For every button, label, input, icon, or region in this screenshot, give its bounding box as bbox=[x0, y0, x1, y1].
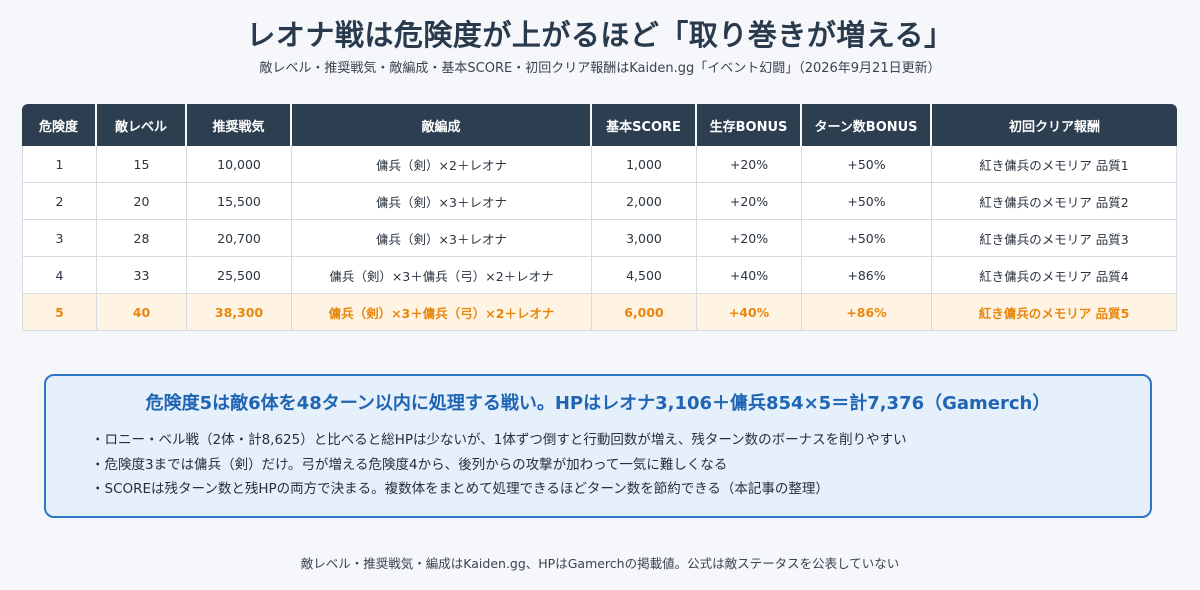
callout-point: ・危険度3までは傭兵（剣）だけ。弓が増える危険度4から、後列からの攻撃が加わって… bbox=[91, 456, 728, 473]
page-title: レオナ戦は危険度が上がるほど「取り巻きが増える」 bbox=[246, 18, 954, 52]
header-enemy-level: 敵レベル bbox=[97, 104, 187, 146]
cell-enemy-level: 20 bbox=[97, 183, 187, 220]
table-row: 2 20 15,500 傭兵（剣）×3＋レオナ 2,000 +20% +50% … bbox=[22, 183, 1177, 220]
header-base-score: 基本SCORE bbox=[592, 104, 697, 146]
cell-danger-level: 1 bbox=[22, 146, 97, 183]
callout-point: ・SCOREは残ターン数と残HPの両方で決まる。複数体をまとめて処理できるほどタ… bbox=[91, 481, 829, 497]
cell-base-score: 6,000 bbox=[592, 294, 697, 331]
cell-enemy-formation: 傭兵（剣）×3＋傭兵（弓）×2＋レオナ bbox=[292, 294, 592, 331]
callout-points: ・ロニー・ベル戦（2体・計8,625）と比べると総HPは少ないが、1体ずつ倒すと… bbox=[91, 428, 907, 502]
header-first-clear-reward: 初回クリア報酬 bbox=[932, 104, 1177, 146]
table-row: 3 28 20,700 傭兵（剣）×3＋レオナ 3,000 +20% +50% … bbox=[22, 220, 1177, 257]
table-row-highlighted: 5 40 38,300 傭兵（剣）×3＋傭兵（弓）×2＋レオナ 6,000 +4… bbox=[22, 294, 1177, 331]
danger-level-table-container: 危険度 敵レベル 推奨戦気 敵編成 基本SCORE 生存BONUS ターン数BO… bbox=[22, 104, 1177, 331]
danger-level-table: 危険度 敵レベル 推奨戦気 敵編成 基本SCORE 生存BONUS ターン数BO… bbox=[22, 104, 1177, 331]
cell-first-clear-reward: 紅き傭兵のメモリア 品質3 bbox=[932, 220, 1177, 257]
cell-enemy-formation: 傭兵（剣）×2＋レオナ bbox=[292, 146, 592, 183]
header-enemy-formation: 敵編成 bbox=[292, 104, 592, 146]
cell-danger-level: 5 bbox=[22, 294, 97, 331]
cell-danger-level: 3 bbox=[22, 220, 97, 257]
cell-survival-bonus: +40% bbox=[697, 257, 802, 294]
cell-first-clear-reward: 紅き傭兵のメモリア 品質1 bbox=[932, 146, 1177, 183]
header-danger-level: 危険度 bbox=[22, 104, 97, 146]
header-recommended-power: 推奨戦気 bbox=[187, 104, 292, 146]
header-survival-bonus: 生存BONUS bbox=[697, 104, 802, 146]
cell-enemy-level: 15 bbox=[97, 146, 187, 183]
cell-enemy-formation: 傭兵（剣）×3＋レオナ bbox=[292, 183, 592, 220]
summary-callout: 危険度5は敵6体を48ターン以内に処理する戦い。HPはレオナ3,106＋傭兵85… bbox=[44, 374, 1152, 518]
cell-recommended-power: 38,300 bbox=[187, 294, 292, 331]
cell-survival-bonus: +40% bbox=[697, 294, 802, 331]
cell-first-clear-reward: 紅き傭兵のメモリア 品質2 bbox=[932, 183, 1177, 220]
cell-danger-level: 2 bbox=[22, 183, 97, 220]
cell-turn-bonus: +50% bbox=[802, 220, 932, 257]
cell-danger-level: 4 bbox=[22, 257, 97, 294]
cell-turn-bonus: +50% bbox=[802, 183, 932, 220]
cell-survival-bonus: +20% bbox=[697, 183, 802, 220]
page-subtitle: 敵レベル・推奨戦気・敵編成・基本SCORE・初回クリア報酬はKaiden.gg「… bbox=[259, 61, 941, 76]
cell-turn-bonus: +86% bbox=[802, 257, 932, 294]
cell-base-score: 4,500 bbox=[592, 257, 697, 294]
cell-enemy-formation: 傭兵（剣）×3＋レオナ bbox=[292, 220, 592, 257]
cell-survival-bonus: +20% bbox=[697, 146, 802, 183]
cell-recommended-power: 25,500 bbox=[187, 257, 292, 294]
cell-base-score: 1,000 bbox=[592, 146, 697, 183]
table-row: 4 33 25,500 傭兵（剣）×3＋傭兵（弓）×2＋レオナ 4,500 +4… bbox=[22, 257, 1177, 294]
table-row: 1 15 10,000 傭兵（剣）×2＋レオナ 1,000 +20% +50% … bbox=[22, 146, 1177, 183]
table-header-row: 危険度 敵レベル 推奨戦気 敵編成 基本SCORE 生存BONUS ターン数BO… bbox=[22, 104, 1177, 146]
cell-turn-bonus: +50% bbox=[802, 146, 932, 183]
cell-recommended-power: 10,000 bbox=[187, 146, 292, 183]
cell-first-clear-reward: 紅き傭兵のメモリア 品質5 bbox=[932, 294, 1177, 331]
source-footnote: 敵レベル・推奨戦気・編成はKaiden.gg、HPはGamerchの掲載値。公式… bbox=[300, 556, 900, 571]
cell-survival-bonus: +20% bbox=[697, 220, 802, 257]
cell-enemy-level: 33 bbox=[97, 257, 187, 294]
cell-enemy-level: 40 bbox=[97, 294, 187, 331]
cell-recommended-power: 20,700 bbox=[187, 220, 292, 257]
header-turn-bonus: ターン数BONUS bbox=[802, 104, 932, 146]
callout-point: ・ロニー・ベル戦（2体・計8,625）と比べると総HPは少ないが、1体ずつ倒すと… bbox=[91, 432, 907, 448]
cell-base-score: 3,000 bbox=[592, 220, 697, 257]
cell-enemy-formation: 傭兵（剣）×3＋傭兵（弓）×2＋レオナ bbox=[292, 257, 592, 294]
cell-enemy-level: 28 bbox=[97, 220, 187, 257]
cell-base-score: 2,000 bbox=[592, 183, 697, 220]
cell-recommended-power: 15,500 bbox=[187, 183, 292, 220]
cell-first-clear-reward: 紅き傭兵のメモリア 品質4 bbox=[932, 257, 1177, 294]
cell-turn-bonus: +86% bbox=[802, 294, 932, 331]
callout-title: 危険度5は敵6体を48ターン以内に処理する戦い。HPはレオナ3,106＋傭兵85… bbox=[145, 393, 1051, 414]
